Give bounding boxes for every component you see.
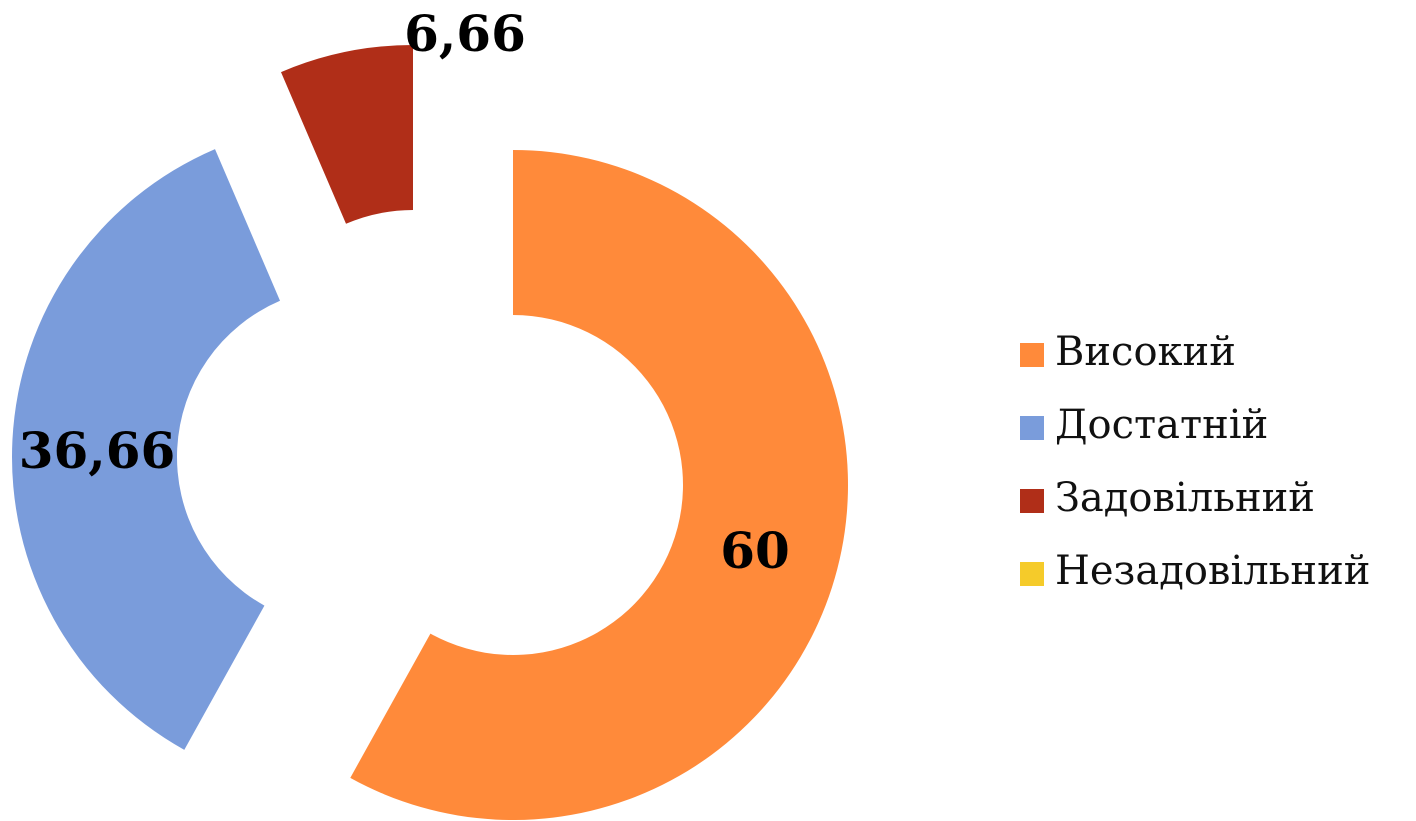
legend-label: Задовільний xyxy=(1055,475,1315,521)
legend-swatch xyxy=(1020,562,1044,586)
legend-label: Високий xyxy=(1055,329,1236,375)
donut-slice xyxy=(280,45,413,224)
donut-slice xyxy=(11,149,281,750)
legend-label: Незадовільний xyxy=(1055,548,1370,594)
data-label: 36,66 xyxy=(19,421,176,480)
legend-swatch xyxy=(1020,343,1044,367)
legend-swatch xyxy=(1020,489,1044,513)
donut-slice xyxy=(350,150,849,821)
legend-swatch xyxy=(1020,416,1044,440)
data-label: 6,66 xyxy=(404,4,526,63)
legend-label: Достатній xyxy=(1055,402,1268,448)
data-label: 60 xyxy=(720,521,790,580)
